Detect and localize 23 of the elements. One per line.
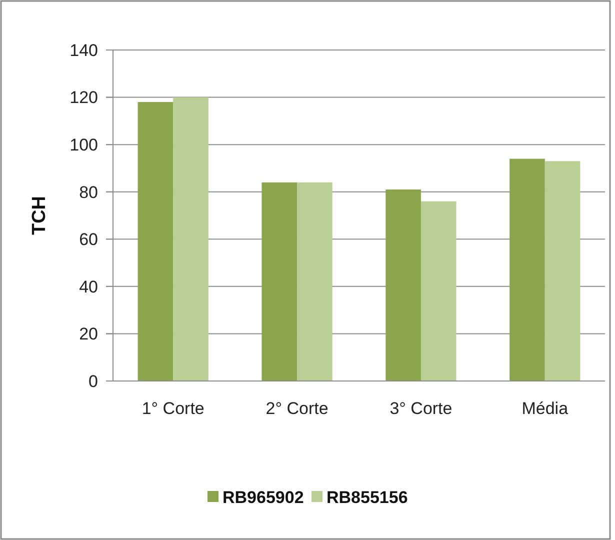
legend-label: RB855156 <box>326 488 408 507</box>
y-tick-label: 20 <box>79 324 98 344</box>
y-tick-label: 0 <box>88 372 98 391</box>
bar <box>262 182 298 381</box>
x-tick-label: Média <box>522 399 569 418</box>
y-tick-label: 140 <box>70 40 98 60</box>
bar <box>420 201 456 381</box>
x-tick-label: 3° Corte <box>390 399 452 418</box>
bar <box>297 182 332 381</box>
legend-label: RB965902 <box>222 488 304 507</box>
x-tick-label: 2° Corte <box>266 399 328 418</box>
y-axis-title: TCH <box>29 196 50 236</box>
bar <box>386 189 421 381</box>
x-tick-label: 1° Corte <box>142 399 204 418</box>
bar <box>138 102 174 381</box>
bar <box>510 158 545 381</box>
y-tick-label: 80 <box>79 182 98 202</box>
y-tick-label: 40 <box>79 277 98 296</box>
y-tick-label: 120 <box>70 88 98 108</box>
y-tick-label: 60 <box>79 230 98 250</box>
bar <box>544 161 580 381</box>
bar <box>173 97 208 381</box>
y-tick-label: 100 <box>70 136 98 155</box>
